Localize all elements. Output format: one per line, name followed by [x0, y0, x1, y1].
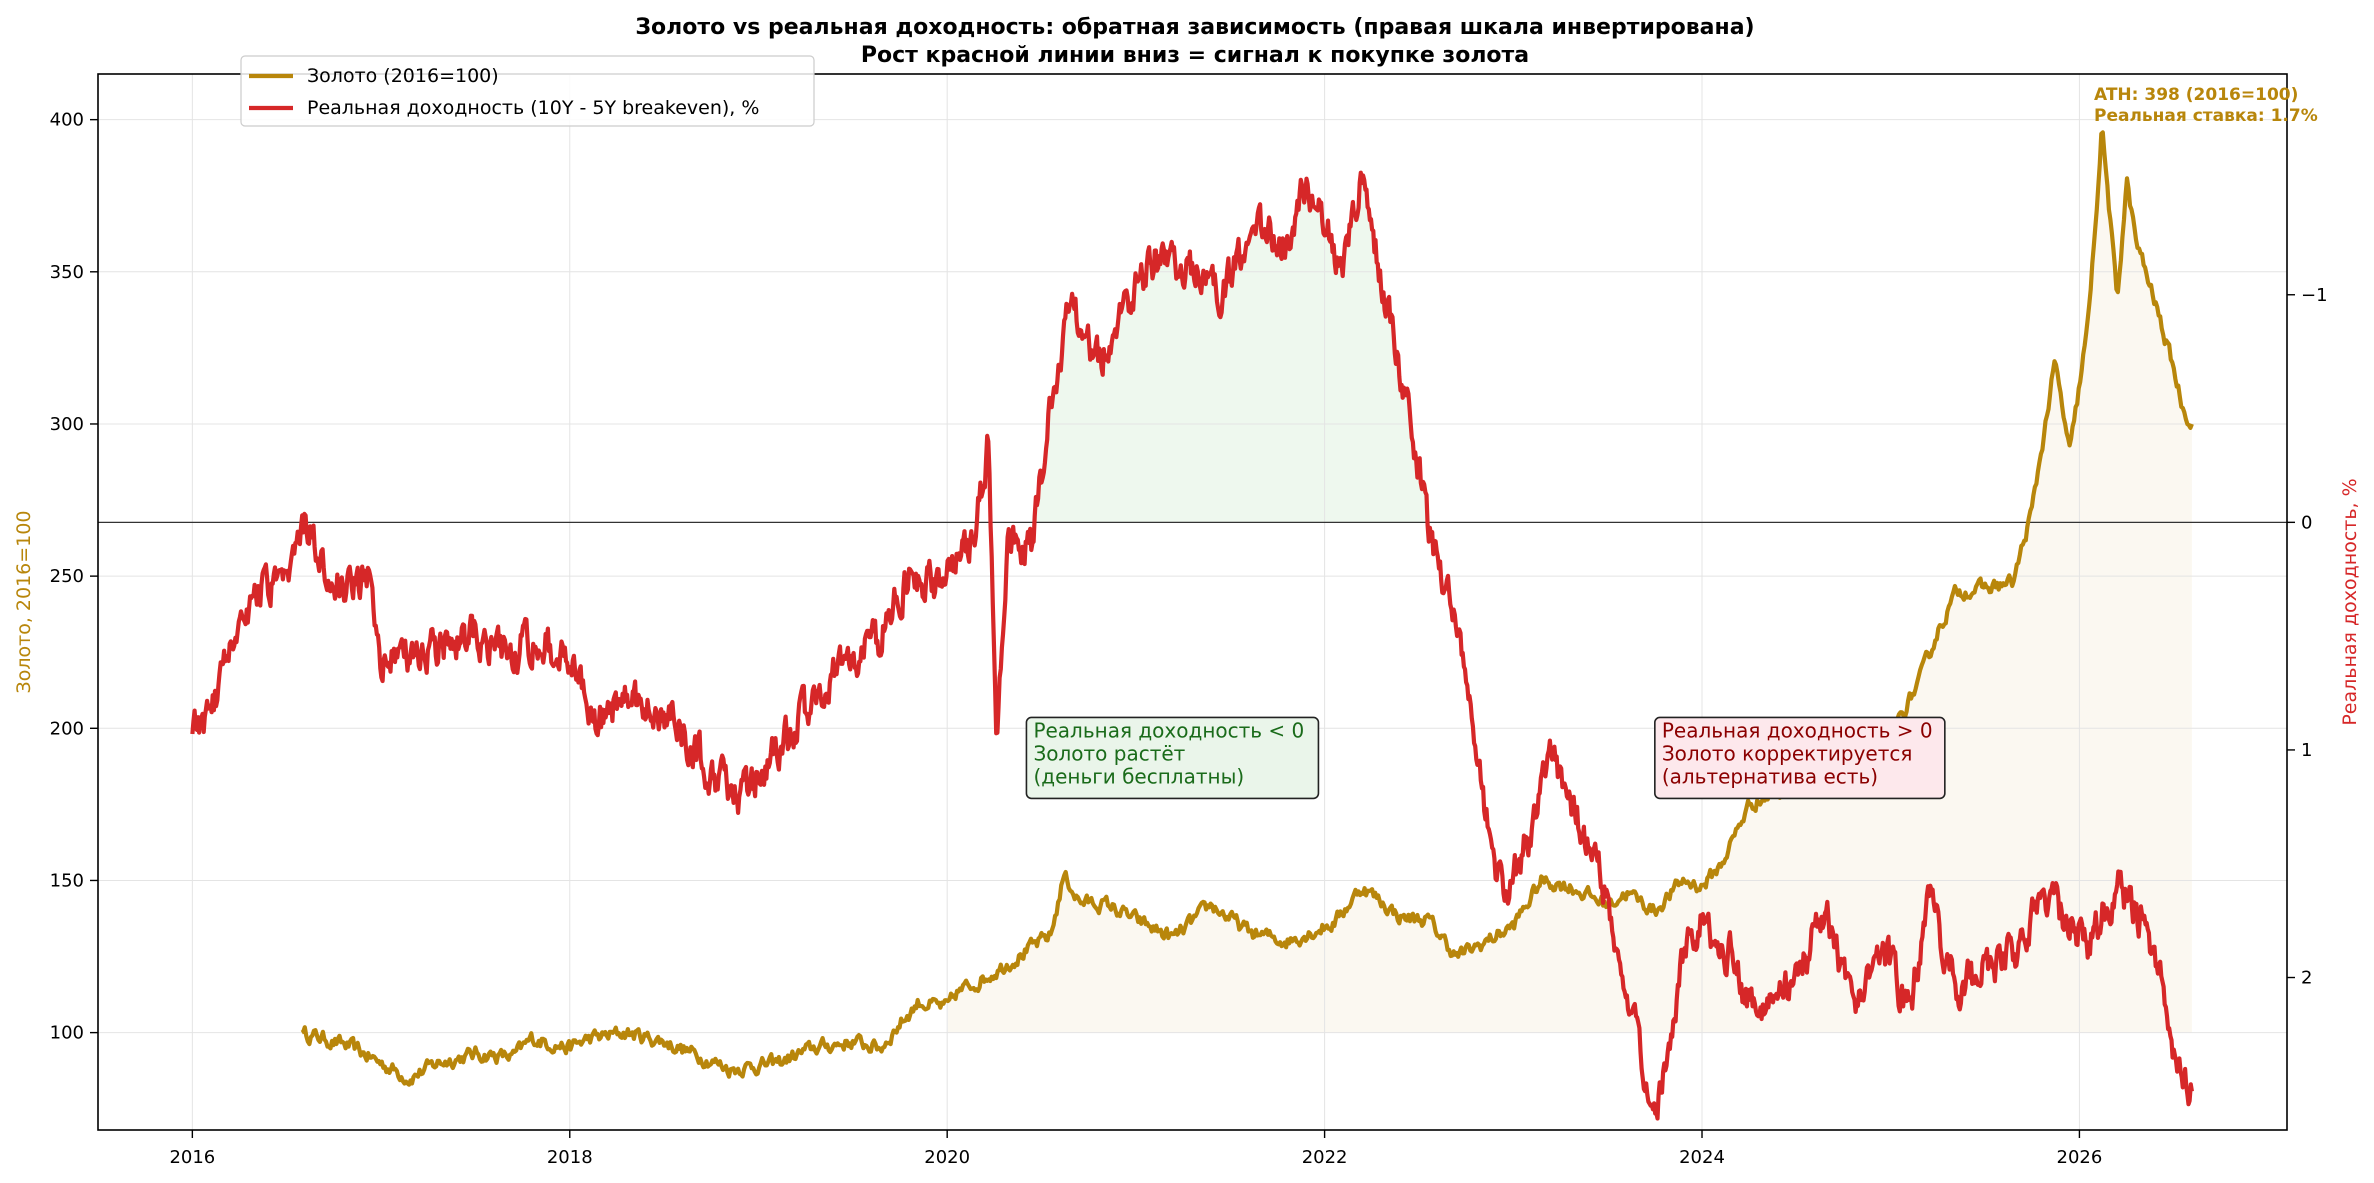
x-tick-label: 2018 [547, 1147, 593, 1168]
y-right-tick-label: −1 [2301, 285, 2328, 306]
legend-label: Золото (2016=100) [307, 65, 499, 87]
annotation-positive-yield-box [1654, 716, 1946, 800]
y-left-tick-label: 300 [50, 414, 84, 435]
chart-title: Золото vs реальная доходность: обратная … [635, 15, 1754, 40]
x-tick-label: 2020 [924, 1147, 970, 1168]
real-yield-series-line [190, 170, 2194, 1121]
y-left-tick-label: 200 [50, 718, 84, 739]
plot-frame [97, 73, 2288, 1131]
y-right-tick-label: 2 [2301, 968, 2312, 989]
y-right-tick-label: 1 [2301, 740, 2312, 761]
annotation-positive-yield-text: (альтернатива есть) [1662, 764, 1878, 788]
legend-label: Реальная доходность (10Y - 5Y breakeven)… [307, 97, 759, 119]
negative-yield-fill [1032, 172, 1428, 523]
x-tick-label: 2026 [2057, 1147, 2103, 1168]
annotation-negative-yield-text: Золото растёт [1033, 741, 1185, 765]
annotation-negative-yield-text: (деньги бесплатны) [1033, 764, 1244, 788]
annotation-negative-yield-box [1025, 716, 1320, 800]
ath-annotation-text: Реальная ставка: 1.7% [2094, 106, 2318, 126]
annotation-positive-yield-text: Золото корректируется [1662, 741, 1913, 765]
ath-annotation-text: ATH: 398 (2016=100) [2094, 85, 2298, 105]
annotation-negative-yield-text: Реальная доходность < 0 [1033, 718, 1304, 742]
y-left-tick-label: 350 [50, 262, 84, 283]
y-left-tick-label: 250 [50, 566, 84, 587]
gold-area-fill [947, 132, 2192, 1033]
y-left-axis-label: Золото, 2016=100 [13, 511, 35, 694]
y-left-tick-label: 100 [50, 1023, 84, 1044]
x-tick-label: 2022 [1302, 1147, 1348, 1168]
y-right-tick-label: 0 [2301, 512, 2312, 533]
y-left-tick-label: 400 [50, 110, 84, 131]
legend-box [240, 55, 815, 127]
x-tick-label: 2016 [169, 1147, 215, 1168]
chart-subtitle: Рост красной линии вниз = сигнал к покуп… [861, 43, 1529, 68]
annotation-positive-yield-text: Реальная доходность > 0 [1662, 718, 1933, 742]
y-right-axis-label: Реальная доходность, % [2339, 478, 2361, 725]
x-tick-label: 2024 [1679, 1147, 1725, 1168]
y-left-tick-label: 150 [50, 870, 84, 891]
